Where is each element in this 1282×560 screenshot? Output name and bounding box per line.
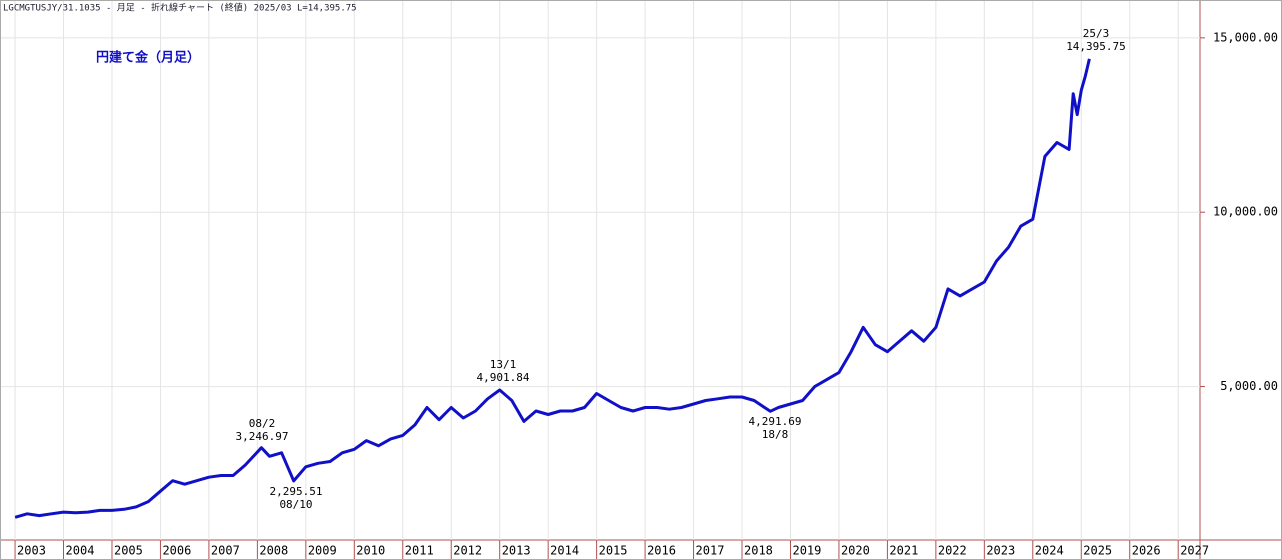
x-tick-label: 2016 [647, 544, 676, 558]
y-tick-label: 15,000.00 [1213, 30, 1278, 44]
x-tick-label: 2019 [792, 544, 821, 558]
annotation-text: 18/8 [762, 428, 789, 441]
x-tick-label: 2020 [841, 544, 870, 558]
annotation-text: 25/3 [1083, 27, 1110, 40]
x-tick-label: 2013 [502, 544, 531, 558]
x-tick-label: 2014 [550, 544, 579, 558]
annotation-text: 13/1 [490, 358, 517, 371]
chart-title: 円建て金（月足） [96, 50, 200, 66]
x-tick-label: 2006 [162, 544, 191, 558]
x-tick-label: 2010 [356, 544, 385, 558]
annotation-text: 08/2 [249, 417, 276, 430]
annotation-text: 3,246.97 [236, 430, 289, 443]
x-tick-label: 2025 [1083, 544, 1112, 558]
x-tick-label: 2009 [308, 544, 337, 558]
annotation-text: 08/10 [279, 498, 312, 511]
annotation-text: 4,901.84 [477, 371, 530, 384]
x-tick-label: 2021 [889, 544, 918, 558]
annotation-text: 14,395.75 [1066, 40, 1126, 53]
y-tick-label: 10,000.00 [1213, 205, 1278, 219]
x-tick-label: 2008 [259, 544, 288, 558]
line-series [14, 58, 1091, 519]
x-tick-label: 2015 [599, 544, 628, 558]
x-tick-label: 2027 [1180, 544, 1209, 558]
x-tick-label: 2024 [1035, 544, 1064, 558]
x-tick-label: 2005 [114, 544, 143, 558]
x-tick-label: 2023 [986, 544, 1015, 558]
header: LGCMGTUSJY/31.1035 - 月足 - 折れ線チャート (終値) 2… [3, 2, 357, 14]
annotation: 08/2 3,246.97 2,295.51 08/10 13/1 4,901.… [236, 27, 1126, 511]
x-tick-label: 2007 [211, 544, 240, 558]
x-tick-label: 2011 [405, 544, 434, 558]
x-tick-label: 2004 [66, 544, 95, 558]
x-tick-label: 2026 [1132, 544, 1161, 558]
x-tick-label: 2012 [453, 544, 482, 558]
annotation-text: 4,291.69 [749, 415, 802, 428]
x-tick-label: 2018 [744, 544, 773, 558]
annotation-text: 2,295.51 [270, 485, 323, 498]
x-tick-label: 2022 [938, 544, 967, 558]
x-tick-label: 2003 [17, 544, 46, 558]
x-tick-label: 2017 [696, 544, 725, 558]
y-tick-label: 5,000.00 [1220, 379, 1278, 393]
